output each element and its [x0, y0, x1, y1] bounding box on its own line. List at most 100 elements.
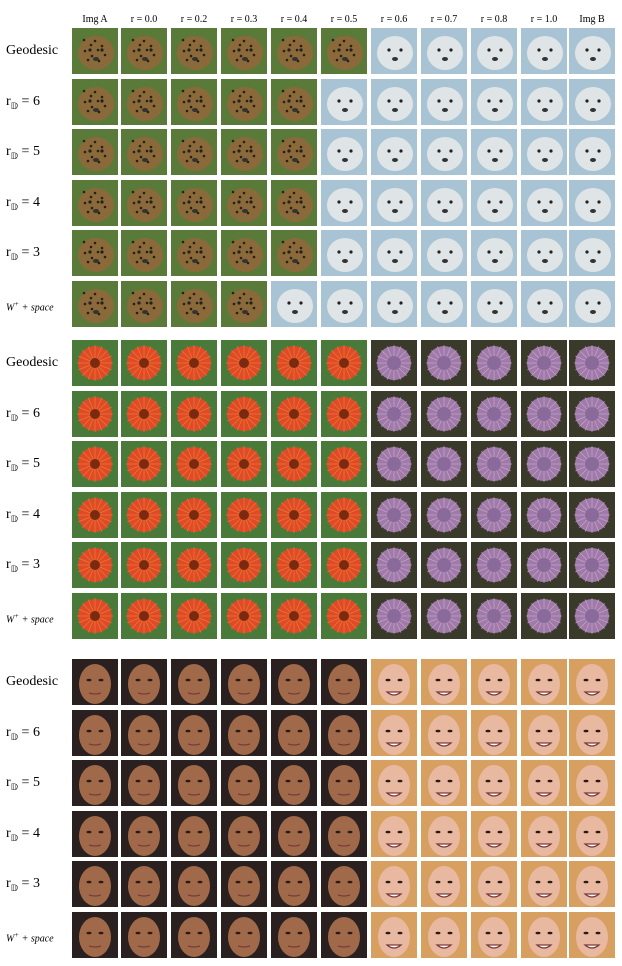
interpolation-image [521, 28, 567, 74]
interpolation-image [271, 760, 317, 806]
interpolation-image [471, 78, 517, 125]
interpolation-image [471, 491, 517, 538]
interpolation-image [569, 542, 615, 588]
interpolation-image [371, 78, 417, 125]
interpolation-image [521, 78, 567, 125]
interpolation-image [221, 542, 267, 588]
interpolation-image [371, 280, 417, 327]
interpolation-image [321, 542, 367, 588]
row-label: W+ + space [6, 299, 54, 313]
interpolation-image [171, 911, 217, 958]
column-header: r = 0.5 [330, 14, 358, 25]
interpolation-image [72, 28, 118, 74]
interpolation-image [271, 28, 317, 74]
column-header: r = 0.2 [180, 14, 208, 25]
interpolation-image [471, 542, 517, 588]
interpolation-image [321, 280, 367, 327]
interpolation-image [72, 230, 118, 276]
interpolation-image [321, 760, 367, 806]
interpolation-image [321, 709, 367, 756]
interpolation-image [121, 592, 167, 639]
interpolation-image [171, 592, 217, 639]
row-label: r𝔻 = 5 [6, 775, 40, 792]
interpolation-image [471, 28, 517, 74]
interpolation-image [321, 861, 367, 907]
column-header: r = 0.8 [480, 14, 508, 25]
interpolation-image [421, 179, 467, 226]
interpolation-image [521, 441, 567, 487]
interpolation-image [371, 28, 417, 74]
interpolation-image [321, 78, 367, 125]
interpolation-image [271, 340, 317, 386]
interpolation-image [321, 230, 367, 276]
interpolation-image [121, 340, 167, 386]
interpolation-image [271, 911, 317, 958]
interpolation-image [121, 179, 167, 226]
interpolation-image [221, 78, 267, 125]
column-header: r = 0.6 [380, 14, 408, 25]
interpolation-image [421, 542, 467, 588]
interpolation-image [521, 659, 567, 705]
row-label: Geodesic [6, 355, 59, 370]
row-label: r𝔻 = 6 [6, 724, 40, 742]
interpolation-image [471, 129, 517, 175]
interpolation-image [421, 280, 467, 327]
interpolation-image [171, 390, 217, 437]
interpolation-image [321, 390, 367, 437]
interpolation-image [72, 542, 118, 588]
row-label: r𝔻 = 4 [6, 506, 40, 524]
interpolation-image [72, 441, 118, 487]
interpolation-image [271, 78, 317, 125]
interpolation-image [569, 280, 615, 327]
interpolation-image [521, 810, 567, 857]
interpolation-image [121, 441, 167, 487]
interpolation-image [271, 230, 317, 276]
interpolation-image [171, 230, 217, 276]
interpolation-image [371, 179, 417, 226]
interpolation-image [221, 280, 267, 327]
column-header: Img A [82, 14, 108, 25]
interpolation-image [521, 861, 567, 907]
row-label: r𝔻 = 6 [6, 405, 40, 423]
interpolation-image [72, 491, 118, 538]
row-label: r𝔻 = 4 [6, 194, 40, 212]
interpolation-image [371, 441, 417, 487]
interpolation-image [569, 659, 615, 705]
interpolation-image [421, 760, 467, 806]
interpolation-image [371, 129, 417, 175]
row-label: r𝔻 = 6 [6, 93, 40, 111]
interpolation-image [72, 760, 118, 806]
row-label: Geodesic [6, 43, 59, 58]
interpolation-image [121, 760, 167, 806]
interpolation-image [72, 810, 118, 857]
interpolation-image [569, 28, 615, 74]
interpolation-image [521, 911, 567, 958]
interpolation-image [221, 230, 267, 276]
interpolation-image [221, 441, 267, 487]
interpolation-image [72, 659, 118, 705]
row-label: W+ + space [6, 930, 54, 944]
interpolation-image [221, 340, 267, 386]
interpolation-image [421, 390, 467, 437]
interpolation-image [72, 280, 118, 327]
interpolation-image [121, 709, 167, 756]
row-label: Geodesic [6, 674, 59, 689]
interpolation-image [471, 280, 517, 327]
row-label: r𝔻 = 4 [6, 825, 40, 843]
interpolation-image [171, 491, 217, 538]
interpolation-image [221, 179, 267, 226]
interpolation-image [421, 28, 467, 74]
interpolation-image [271, 709, 317, 756]
row-label: r𝔻 = 3 [6, 557, 40, 574]
interpolation-image [569, 230, 615, 276]
interpolation-image [521, 179, 567, 226]
interpolation-image [121, 542, 167, 588]
interpolation-image [171, 441, 217, 487]
interpolation-image [521, 592, 567, 639]
interpolation-image [221, 390, 267, 437]
interpolation-image [221, 659, 267, 705]
interpolation-image [471, 659, 517, 705]
interpolation-image [121, 230, 167, 276]
interpolation-image [221, 129, 267, 175]
interpolation-image [171, 861, 217, 907]
